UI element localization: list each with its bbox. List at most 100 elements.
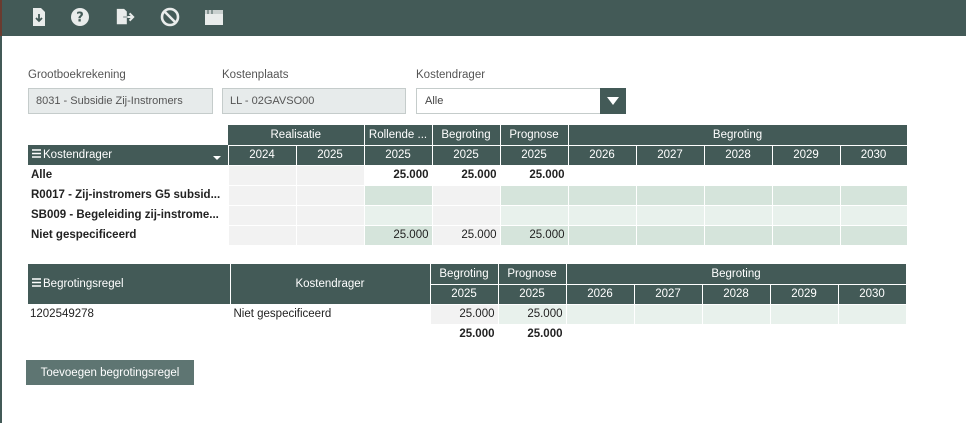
blank-header <box>28 125 228 145</box>
cell[interactable]: 25.000 <box>430 304 499 325</box>
cell <box>432 185 501 206</box>
group-prognose: Prognose <box>500 125 569 146</box>
table-row[interactable]: SB009 - Begeleiding zij-instrome... <box>28 205 908 226</box>
add-begrotingsregel-button[interactable]: Toevoegen begrotingsregel <box>26 360 194 385</box>
empty-cell <box>28 324 231 345</box>
kostenplaats-field[interactable]: LL - 02GAVSO00 <box>222 88 406 114</box>
begrotingsregel-table: Begrotingsregel Kostendrager Begroting P… <box>28 264 907 345</box>
download-icon[interactable] <box>28 6 50 28</box>
cell[interactable] <box>772 185 841 206</box>
cell[interactable] <box>500 185 569 206</box>
total-cell: 25.000 <box>430 324 499 345</box>
group-begroting-future: Begroting <box>566 264 907 285</box>
grootboek-label: Grootboekrekening <box>28 69 126 81</box>
cell <box>296 205 365 226</box>
cell[interactable]: 25.000 <box>500 225 569 246</box>
cell[interactable] <box>364 185 433 206</box>
table-row[interactable]: R0017 - Zij-instromers G5 subsid... <box>28 185 908 206</box>
cell <box>296 165 365 186</box>
cell[interactable] <box>636 205 705 226</box>
year-header: 2025 <box>296 145 365 166</box>
cell <box>228 185 297 206</box>
window-icon[interactable] <box>203 6 225 28</box>
begrotingsregel-column-header[interactable]: Begrotingsregel <box>28 264 231 305</box>
cell[interactable] <box>500 205 569 226</box>
cell[interactable] <box>704 185 773 206</box>
menu-icon[interactable] <box>32 277 41 290</box>
cell: 25.000 <box>432 225 501 246</box>
cell <box>636 165 705 186</box>
cell[interactable] <box>772 225 841 246</box>
kostendrager-column-header[interactable]: Kostendrager <box>28 145 229 166</box>
cell[interactable]: 25.000 <box>498 304 567 325</box>
cell[interactable] <box>840 205 908 226</box>
cell <box>296 225 365 246</box>
cell[interactable] <box>704 225 773 246</box>
cell[interactable] <box>364 205 433 226</box>
empty-cell <box>566 324 907 345</box>
cell <box>432 205 501 226</box>
group-prognose: Prognose <box>498 264 567 285</box>
help-icon[interactable]: ? <box>69 6 91 28</box>
chevron-down-icon[interactable] <box>600 88 626 114</box>
row-label: R0017 - Zij-instromers G5 subsid... <box>28 185 229 206</box>
kostendrager-column-header: Kostendrager <box>230 264 431 305</box>
cell <box>840 165 908 186</box>
year-header: 2030 <box>838 284 907 305</box>
cell[interactable] <box>704 205 773 226</box>
year-header: 2025 <box>498 284 567 305</box>
cell[interactable] <box>568 205 637 226</box>
cell <box>228 205 297 226</box>
kostendrager-select[interactable]: Alle <box>416 88 626 114</box>
cell[interactable] <box>840 225 908 246</box>
group-rollende: Rollende ... <box>364 125 433 146</box>
table-row[interactable]: Niet gespecificeerd 25.000 25.000 25.000 <box>28 225 908 246</box>
group-realisatie: Realisatie <box>228 125 365 146</box>
cell[interactable] <box>838 304 907 325</box>
year-header: 2026 <box>566 284 635 305</box>
regel-cell: 1202549278 <box>28 304 231 325</box>
cell[interactable] <box>568 225 637 246</box>
caret-down-icon[interactable] <box>212 155 221 160</box>
grootboek-field[interactable]: 8031 - Subsidie Zij-Instromers <box>28 88 213 114</box>
export-icon[interactable] <box>114 6 136 28</box>
year-header: 2025 <box>430 284 499 305</box>
row-label: Niet gespecificeerd <box>28 225 229 246</box>
totals-row: 25.000 25.000 <box>28 324 907 345</box>
row-label: Alle <box>28 165 229 186</box>
group-begroting: Begroting <box>432 125 501 146</box>
cell[interactable] <box>840 185 908 206</box>
table-row[interactable]: 1202549278 Niet gespecificeerd 25.000 25… <box>28 304 907 325</box>
cell <box>296 185 365 206</box>
cell: 25.000 <box>364 165 433 186</box>
cell[interactable]: 25.000 <box>364 225 433 246</box>
year-header: 2027 <box>636 145 705 166</box>
cancel-icon[interactable] <box>159 6 181 28</box>
svg-text:?: ? <box>76 11 84 26</box>
row-label: SB009 - Begeleiding zij-instrome... <box>28 205 229 226</box>
menu-icon[interactable] <box>32 148 41 161</box>
kostendrager-cell: Niet gespecificeerd <box>230 304 431 325</box>
cell[interactable] <box>770 304 839 325</box>
year-header: 2025 <box>364 145 433 166</box>
group-begroting-future: Begroting <box>568 125 908 146</box>
year-header: 2027 <box>634 284 703 305</box>
kostenplaats-label: Kostenplaats <box>222 69 289 81</box>
cell[interactable] <box>636 225 705 246</box>
cell[interactable] <box>566 304 635 325</box>
kostendrager-label: Kostendrager <box>416 69 486 81</box>
year-header: 2028 <box>702 284 771 305</box>
empty-cell <box>230 324 431 345</box>
cell: 25.000 <box>432 165 501 186</box>
cell <box>228 165 297 186</box>
cell[interactable] <box>568 185 637 206</box>
column-label: Begrotingsregel <box>43 277 124 290</box>
table-row[interactable]: Alle 25.000 25.000 25.000 <box>28 165 908 186</box>
cell[interactable] <box>634 304 703 325</box>
cell[interactable] <box>772 205 841 226</box>
kostendrager-table: Realisatie Rollende ... Begroting Progno… <box>28 125 908 246</box>
cell[interactable] <box>702 304 771 325</box>
cell[interactable] <box>636 185 705 206</box>
cell: 25.000 <box>500 165 569 186</box>
toolbar: ? <box>0 0 966 36</box>
